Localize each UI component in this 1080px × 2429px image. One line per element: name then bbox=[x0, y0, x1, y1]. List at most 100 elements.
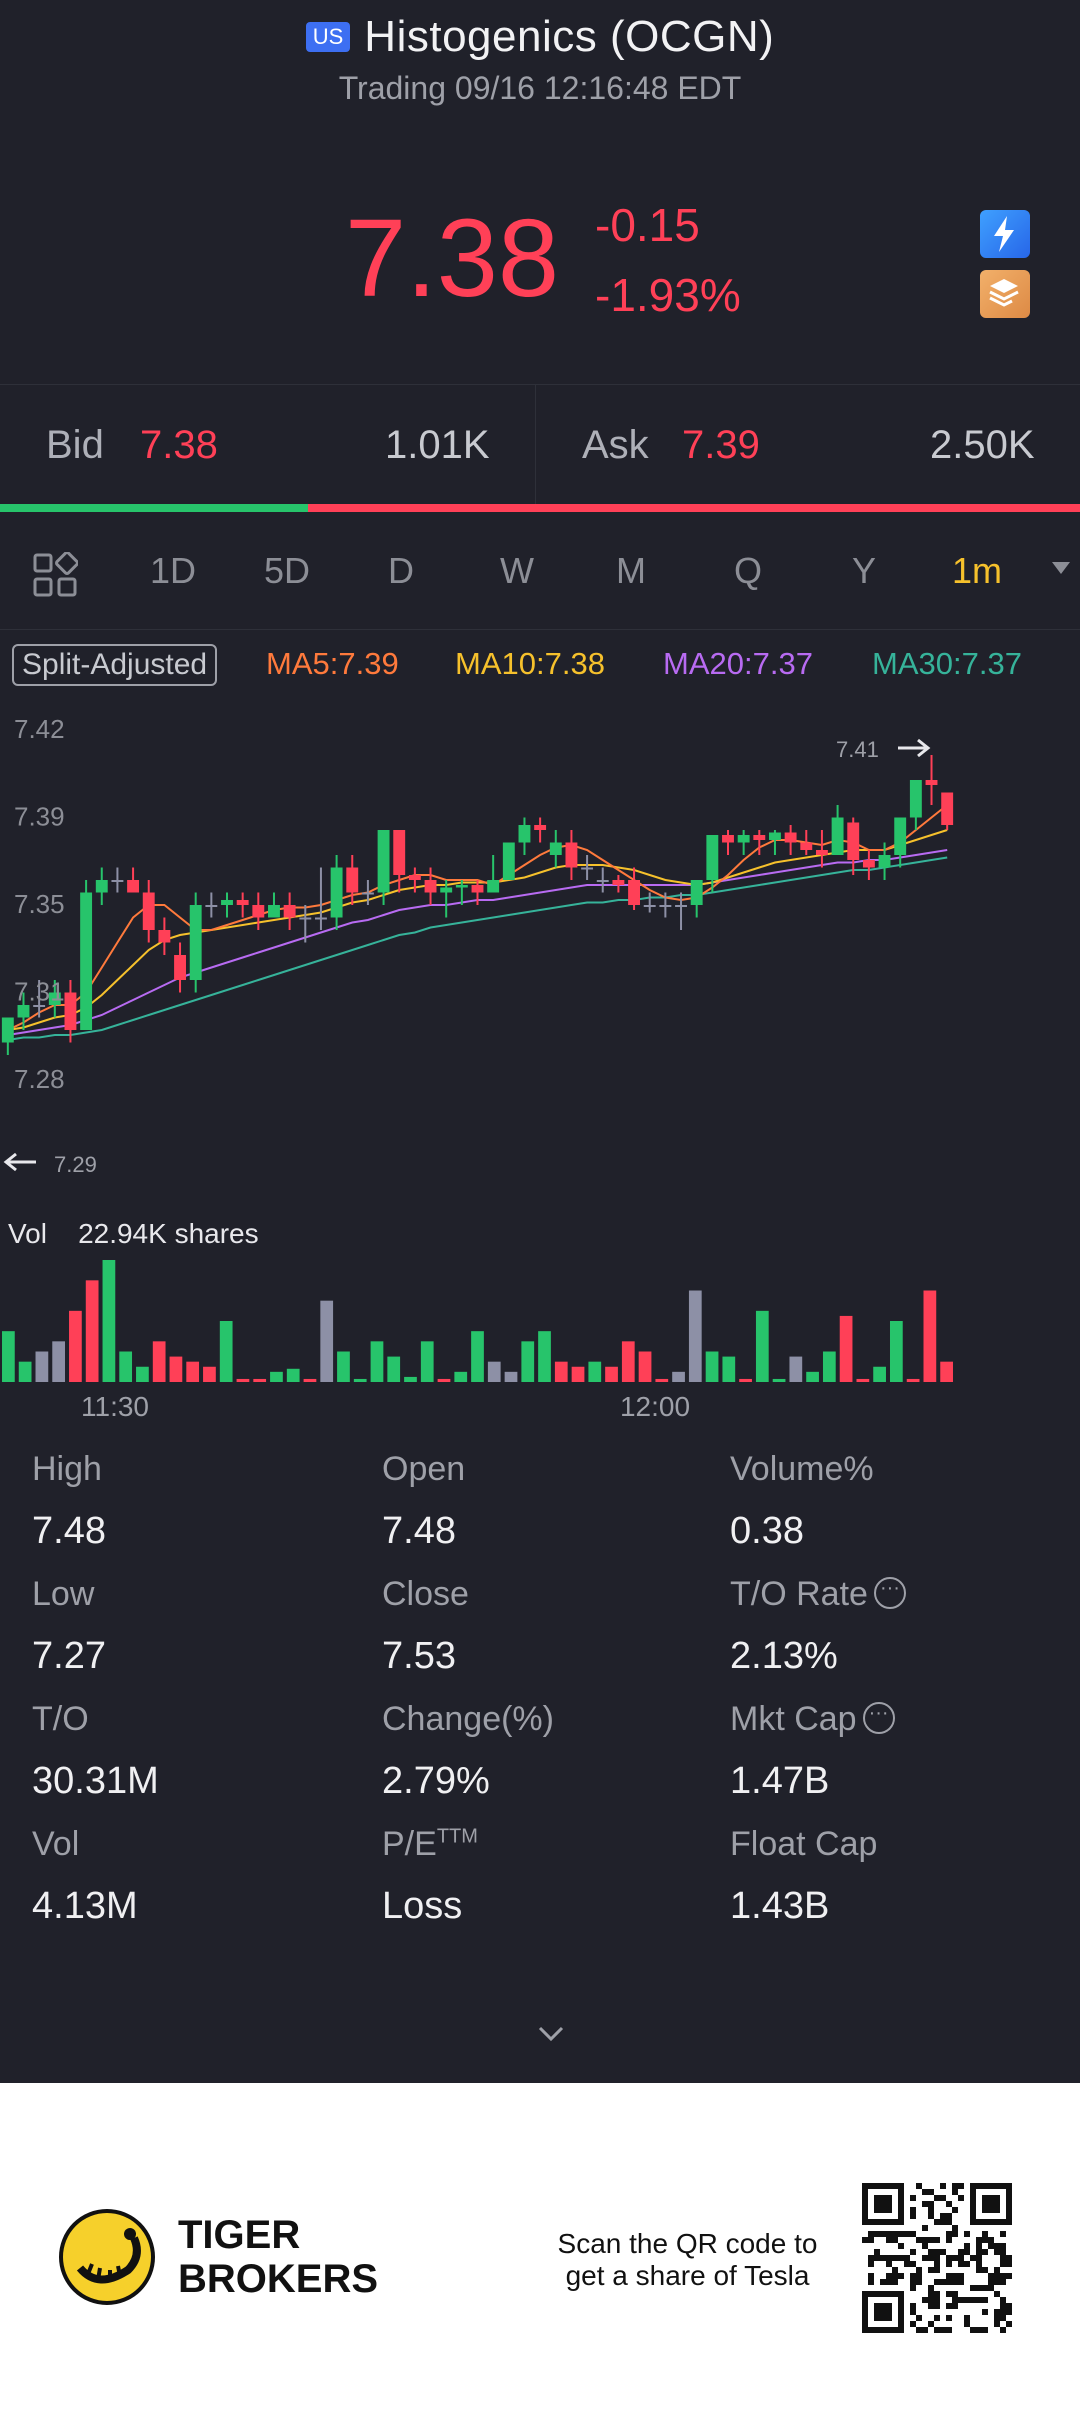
qr-caption-line-1: Scan the QR code to bbox=[557, 2228, 818, 2259]
qr-code-icon bbox=[862, 2183, 1012, 2333]
tab-1d[interactable]: 1D bbox=[150, 550, 197, 591]
candle bbox=[565, 830, 578, 880]
candle bbox=[17, 992, 30, 1030]
x-tick-label: 11:30 bbox=[81, 1391, 149, 1422]
bid-ratio-fill bbox=[0, 504, 308, 512]
volume-bar bbox=[186, 1361, 200, 1382]
volume-bar bbox=[571, 1366, 585, 1382]
candle bbox=[314, 867, 327, 930]
volume-bar bbox=[320, 1300, 334, 1382]
price-change: -0.15 bbox=[595, 199, 700, 251]
brand-line-2: BROKERS bbox=[178, 2257, 379, 2301]
candle bbox=[33, 980, 46, 1018]
candle bbox=[440, 880, 453, 918]
volume-bar bbox=[286, 1368, 300, 1382]
y-tick-label: 7.31 bbox=[14, 977, 65, 1007]
candle bbox=[252, 892, 265, 930]
candles bbox=[1, 755, 954, 1055]
tab-quarter[interactable]: Q bbox=[734, 550, 763, 591]
candle bbox=[48, 980, 61, 1018]
candle bbox=[800, 830, 813, 855]
volume-bar bbox=[538, 1331, 551, 1382]
candle bbox=[142, 880, 155, 943]
stat-label: T/O Rate ··· bbox=[730, 1575, 906, 1614]
tab-day[interactable]: D bbox=[388, 550, 414, 591]
candle bbox=[236, 892, 249, 918]
layers-icon[interactable] bbox=[980, 270, 1030, 318]
candle bbox=[221, 892, 233, 918]
volume-bar bbox=[839, 1315, 853, 1382]
tiger-logo-icon bbox=[58, 2208, 156, 2306]
info-icon[interactable]: ··· bbox=[862, 1702, 895, 1735]
ma-indicators: Split-Adjusted MA5:7.39 MA10:7.38 MA20:7… bbox=[0, 640, 1080, 690]
y-tick-label: 7.42 bbox=[14, 714, 65, 744]
ma20-value: MA20:7.37 bbox=[663, 646, 813, 681]
volume-bar bbox=[487, 1361, 501, 1382]
candle bbox=[534, 817, 547, 843]
volume-bar bbox=[688, 1290, 702, 1382]
candle bbox=[722, 830, 734, 855]
volume-bar bbox=[789, 1356, 803, 1382]
chevron-down-icon[interactable] bbox=[1052, 562, 1070, 574]
candle bbox=[847, 817, 860, 875]
stat-value: 30.31M bbox=[32, 1760, 159, 1802]
candle bbox=[659, 892, 672, 918]
arrow-right-icon bbox=[898, 738, 931, 758]
qr-caption-line-2: get a share of Tesla bbox=[565, 2260, 810, 2291]
market-badge: US bbox=[305, 22, 351, 52]
volume-bar bbox=[152, 1341, 166, 1382]
page-title: Histogenics (OCGN) bbox=[364, 12, 775, 61]
volume-bar bbox=[906, 1378, 920, 1382]
volume-value: 22.94K shares bbox=[78, 1218, 259, 1249]
candle bbox=[346, 855, 359, 905]
split-adjusted-toggle[interactable]: Split-Adjusted bbox=[12, 644, 218, 686]
lightning-icon[interactable] bbox=[980, 210, 1030, 258]
period-tabs: 1D 5D D W M Q Y 1m bbox=[0, 512, 1080, 630]
stat-value: 7.48 bbox=[32, 1510, 106, 1552]
candle bbox=[769, 830, 781, 855]
candle bbox=[894, 817, 907, 868]
volume-bar bbox=[672, 1371, 685, 1382]
stat-value: 0.38 bbox=[730, 1510, 804, 1552]
stat-label: Close bbox=[382, 1575, 469, 1613]
volume-bar bbox=[85, 1280, 99, 1382]
candle bbox=[862, 850, 875, 880]
price-area: 7.38 -0.15 -1.93% bbox=[0, 150, 1080, 380]
volume-bar bbox=[605, 1366, 618, 1382]
volume-bar bbox=[2, 1331, 15, 1382]
volume-bar bbox=[722, 1356, 736, 1382]
volume-bar bbox=[404, 1376, 417, 1382]
tab-week[interactable]: W bbox=[500, 550, 534, 591]
candle bbox=[361, 880, 374, 905]
volume-bar bbox=[471, 1331, 484, 1382]
candle bbox=[95, 867, 108, 905]
volume-bar bbox=[203, 1366, 216, 1382]
tab-5d[interactable]: 5D bbox=[264, 550, 311, 591]
candle bbox=[471, 880, 484, 905]
volume-summary: Vol 22.94K shares bbox=[8, 1218, 259, 1250]
volume-bar bbox=[169, 1356, 183, 1382]
candle bbox=[596, 867, 609, 893]
candlestick-chart[interactable]: 7.42 7.39 7.35 7.31 7.28 7.41 7.29 11:30 12:0… bbox=[0, 690, 1080, 1430]
tab-year[interactable]: Y bbox=[852, 550, 877, 591]
candle bbox=[408, 867, 421, 893]
expand-chevron-icon[interactable] bbox=[537, 2020, 565, 2048]
candle bbox=[393, 830, 406, 893]
layout-grid-icon[interactable] bbox=[32, 551, 79, 598]
tab-1m[interactable]: 1m bbox=[952, 550, 1003, 591]
tab-month[interactable]: M bbox=[616, 550, 646, 591]
brand-name: TIGER BROKERS bbox=[178, 2213, 378, 2301]
y-tick-label: 7.39 bbox=[14, 802, 65, 832]
info-icon[interactable]: ··· bbox=[873, 1577, 906, 1610]
candle bbox=[189, 892, 202, 993]
stat-label: Mkt Cap ··· bbox=[730, 1700, 895, 1739]
volume-bar bbox=[554, 1361, 568, 1382]
volume-bar bbox=[638, 1351, 652, 1382]
candle bbox=[628, 867, 641, 910]
volume-bar bbox=[337, 1351, 350, 1382]
volume-bar bbox=[822, 1351, 836, 1382]
volume-bar bbox=[621, 1341, 635, 1382]
volume-bar bbox=[387, 1356, 401, 1382]
stat-value: 1.43B bbox=[730, 1885, 830, 1927]
arrow-left-icon bbox=[3, 1152, 36, 1172]
